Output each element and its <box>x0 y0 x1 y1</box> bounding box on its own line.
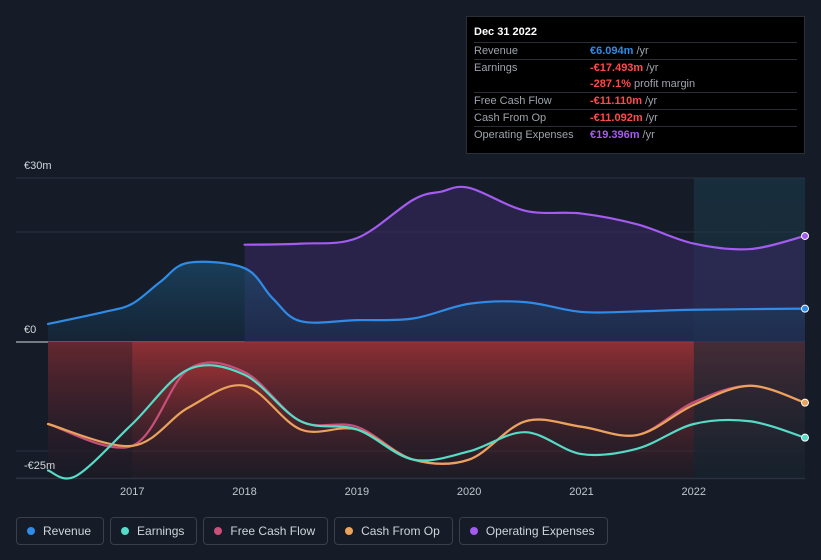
tooltip-row-label: Cash From Op <box>474 112 547 124</box>
tooltip-row-unit: /yr <box>646 62 659 74</box>
past-shade <box>48 342 133 478</box>
x-tick-label: 2017 <box>119 486 145 498</box>
tooltip-row: Operating Expenses €19.396m/yr <box>474 126 797 143</box>
legend-dot-icon <box>121 527 130 535</box>
tooltip-row-label: Free Cash Flow <box>474 95 552 107</box>
operating-expenses-end-point <box>801 231 809 240</box>
legend-item-revenue[interactable]: Revenue <box>16 517 105 545</box>
x-tick-label: 2019 <box>344 486 370 498</box>
earnings-end-point <box>801 433 809 442</box>
tooltip-row: Free Cash Flow -€11.110m/yr <box>474 92 797 109</box>
tooltip-row-unit: /yr <box>645 95 658 107</box>
cash-from-op-line <box>46 384 807 465</box>
tooltip-row-unit: /yr <box>642 129 655 141</box>
revenue-end-point <box>801 304 809 313</box>
revenue-line <box>46 260 807 326</box>
earnings-area <box>48 342 805 479</box>
legend-item-free-cash-flow[interactable]: Free Cash Flow <box>203 517 329 545</box>
tooltip-row-value: €6.094m <box>590 45 634 57</box>
tooltip-row-unit: /yr <box>645 112 658 124</box>
revenue-area <box>48 261 805 342</box>
tooltip-row-value: -€17.493m <box>590 62 644 74</box>
tooltip-row-label: Earnings <box>474 62 518 74</box>
legend-label: Earnings <box>137 524 185 538</box>
legend-item-cash-from-op[interactable]: Cash From Op <box>334 517 453 545</box>
legend-dot-icon <box>345 527 354 535</box>
tooltip-row-value: -€11.092m <box>590 112 643 124</box>
legend-dot-icon <box>469 527 478 535</box>
tooltip-row-unit: /yr <box>636 45 649 57</box>
cash-from-op-end-point <box>801 398 809 407</box>
opex-area <box>244 186 806 342</box>
legend-label: Revenue <box>43 524 92 538</box>
legend-label: Operating Expenses <box>485 524 595 538</box>
y-tick-label: -€25m <box>24 460 56 472</box>
legend-item-operating-expenses[interactable]: Operating Expenses <box>458 517 608 545</box>
tooltip-row-label: Operating Expenses <box>474 129 574 141</box>
y-tick-label: €30m <box>24 160 52 172</box>
tooltip-row-value: €19.396m <box>590 129 640 141</box>
tooltip-row-value: -€11.110m <box>590 95 642 107</box>
earnings-line <box>46 364 807 480</box>
x-tick-label: 2021 <box>569 486 594 498</box>
y-tick-label: €0 <box>24 324 37 336</box>
tooltip-row: Cash From Op -€11.092m/yr <box>474 109 797 126</box>
tooltip-row-label: Revenue <box>474 45 519 57</box>
operating-expenses-line <box>243 185 807 251</box>
tooltip-row: -287.1% profit margin <box>474 76 797 92</box>
legend-dot-icon <box>214 527 223 535</box>
legend-label: Cash From Op <box>361 524 440 538</box>
tooltip-date: Dec 31 2022 <box>474 26 537 38</box>
x-tick-label: 2018 <box>232 486 257 498</box>
legend-item-earnings[interactable]: Earnings <box>110 517 198 545</box>
tooltip: Dec 31 2022 Revenue €6.094m/yr Earnings -€1… <box>466 16 805 154</box>
tooltip-row: Earnings -€17.493m/yr <box>474 59 797 76</box>
legend-dot-icon <box>27 527 35 535</box>
tooltip-row-value: -287.1% <box>590 78 631 90</box>
tooltip-row-label <box>474 76 590 92</box>
legend-label: Free Cash Flow <box>230 524 316 538</box>
x-tick-label: 2022 <box>681 486 707 498</box>
tooltip-row-unit: profit margin <box>633 78 696 90</box>
legend: Revenue Earnings Free Cash Flow Cash From O… <box>16 517 608 545</box>
tooltip-row: Revenue €6.094m/yr <box>474 42 797 59</box>
x-tick-label: 2020 <box>456 486 482 498</box>
